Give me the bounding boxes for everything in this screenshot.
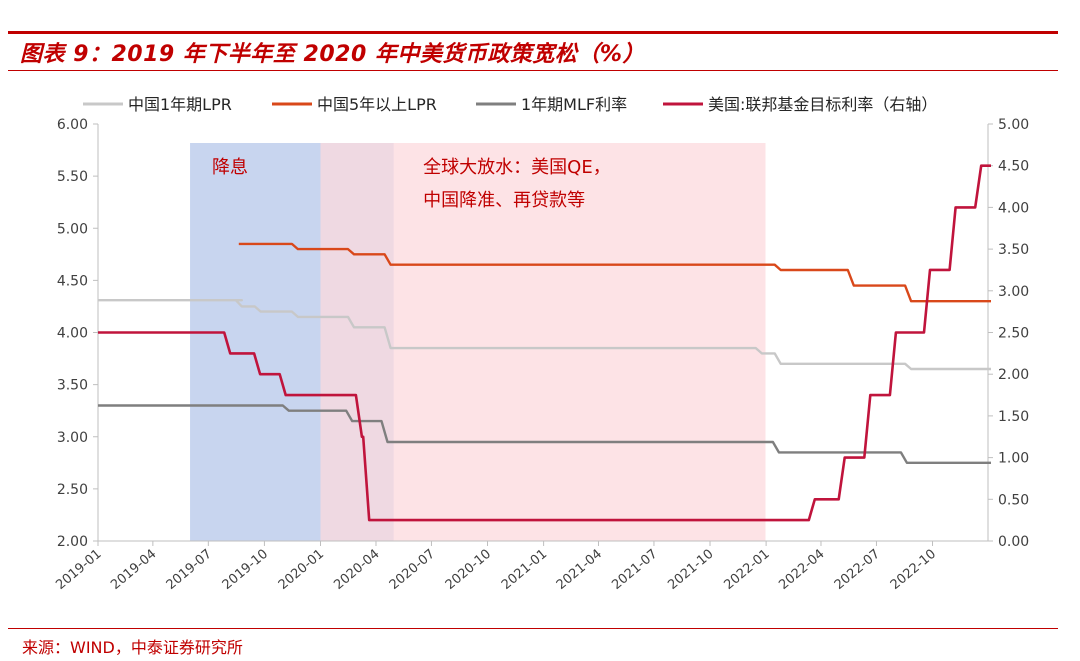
x-tick-label: 2019-01 bbox=[53, 547, 104, 593]
x-tick-label: 2020-07 bbox=[387, 547, 438, 593]
right-tick-label: 5.00 bbox=[998, 117, 1029, 133]
lpr-1y-line bbox=[98, 299, 991, 371]
legend-label: 1年期MLF利率 bbox=[521, 95, 627, 114]
left-tick-label: 2.00 bbox=[57, 534, 88, 550]
right-tick-label: 3.50 bbox=[998, 242, 1029, 258]
left-tick-label: 3.00 bbox=[57, 430, 88, 446]
left-tick-label: 3.50 bbox=[57, 378, 88, 394]
left-tick-label: 5.50 bbox=[57, 169, 88, 185]
x-tick-label: 2019-10 bbox=[220, 547, 271, 593]
legend-label: 中国5年以上LPR bbox=[317, 95, 437, 114]
x-tick-label: 2021-10 bbox=[665, 547, 716, 593]
mlf-1y-line bbox=[98, 404, 991, 464]
right-tick-label: 1.00 bbox=[998, 451, 1029, 467]
page-title: 图表 9：2019 年下半年至 2020 年中美货币政策宽松（%） bbox=[20, 42, 645, 67]
fed-funds-line bbox=[98, 164, 991, 522]
right-tick-label: 2.00 bbox=[998, 367, 1029, 383]
left-tick-label: 5.00 bbox=[57, 221, 88, 237]
legend-label: 美国:联邦基金目标利率（右轴） bbox=[708, 95, 937, 114]
source-note: 来源：WIND，中泰证券研究所 bbox=[22, 638, 243, 657]
right-tick-label: 2.50 bbox=[998, 326, 1029, 342]
x-tick-label: 2022-10 bbox=[888, 547, 939, 593]
x-tick-label: 2021-01 bbox=[499, 547, 550, 593]
right-tick-label: 0.50 bbox=[998, 492, 1029, 508]
lpr-5y-line bbox=[238, 242, 991, 303]
right-tick-label: 3.00 bbox=[998, 284, 1029, 300]
x-tick-label: 2022-01 bbox=[721, 547, 772, 593]
left-tick-label: 2.50 bbox=[57, 482, 88, 498]
x-tick-label: 2019-04 bbox=[108, 547, 159, 593]
annotation-label: 中国降准、再贷款等 bbox=[423, 190, 585, 211]
x-tick-label: 2020-04 bbox=[331, 547, 382, 593]
title-rule bbox=[8, 70, 1058, 71]
legend-label: 中国1年期LPR bbox=[128, 95, 232, 114]
x-tick-label: 2021-04 bbox=[554, 547, 605, 593]
right-tick-label: 0.00 bbox=[998, 534, 1029, 550]
top-rule bbox=[8, 31, 1058, 34]
bottom-rule bbox=[8, 628, 1058, 629]
right-tick-label: 4.00 bbox=[998, 200, 1029, 216]
left-tick-label: 4.00 bbox=[57, 326, 88, 342]
left-tick-label: 4.50 bbox=[57, 273, 88, 289]
right-tick-label: 4.50 bbox=[998, 159, 1029, 175]
annotation-label: 降息 bbox=[212, 157, 248, 178]
x-tick-label: 2022-04 bbox=[776, 547, 827, 593]
x-tick-label: 2021-07 bbox=[609, 547, 660, 593]
x-tick-label: 2020-01 bbox=[276, 547, 327, 593]
left-tick-label: 6.00 bbox=[57, 117, 88, 133]
right-tick-label: 1.50 bbox=[998, 409, 1029, 425]
annotation-band bbox=[320, 143, 766, 541]
x-tick-label: 2020-10 bbox=[443, 547, 494, 593]
x-tick-label: 2022-07 bbox=[832, 547, 883, 593]
x-tick-label: 2019-07 bbox=[164, 547, 215, 593]
annotation-label: 全球大放水：美国QE， bbox=[423, 157, 611, 178]
